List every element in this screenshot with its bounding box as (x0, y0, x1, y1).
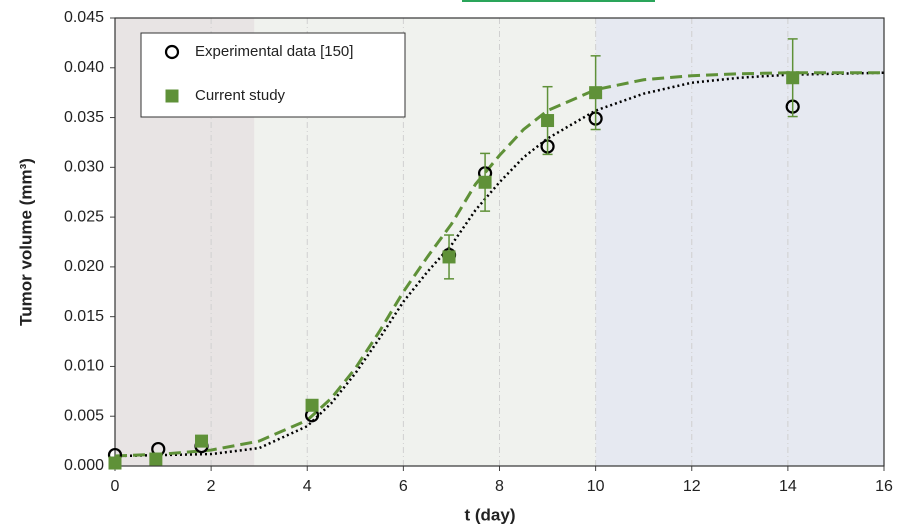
y-tick-label: 0.030 (64, 159, 104, 176)
x-axis-label: t (day) (465, 505, 516, 524)
y-tick-label: 0.020 (64, 258, 104, 275)
y-tick-label: 0.005 (64, 407, 104, 424)
model-curve (114, 71, 885, 458)
model-curve (114, 71, 884, 458)
data-point (786, 71, 800, 85)
x-tick-label: 4 (303, 478, 312, 495)
data-point (478, 175, 492, 189)
x-tick-label: 16 (875, 478, 893, 495)
legend-label: Current study (195, 87, 286, 104)
y-tick-label: 0.025 (64, 208, 104, 225)
data-point (442, 250, 456, 264)
y-tick-label: 0.015 (64, 308, 104, 325)
legend-marker (165, 89, 179, 103)
data-point (108, 456, 122, 470)
data-point (541, 114, 555, 128)
plot-frame (114, 17, 885, 467)
shaded-region (595, 18, 884, 466)
legend-box (140, 32, 406, 118)
x-tick-label: 0 (111, 478, 120, 495)
data-point (305, 398, 319, 412)
data-point (149, 452, 163, 466)
legend-label: Experimental data [150] (195, 43, 353, 60)
y-axis-label: Tumor volume (mm³) (16, 158, 35, 326)
y-tick-label: 0.010 (64, 358, 104, 375)
x-tick-label: 6 (399, 478, 408, 495)
x-tick-label: 2 (207, 478, 216, 495)
y-tick-label: 0.035 (64, 109, 104, 126)
legend-marker (164, 44, 180, 60)
data-point (589, 86, 603, 100)
x-tick-label: 14 (779, 478, 797, 495)
y-tick-label: 0.045 (64, 9, 104, 26)
x-tick-label: 10 (587, 478, 605, 495)
y-tick-label: 0.040 (64, 59, 104, 76)
data-point (195, 434, 209, 448)
x-tick-label: 12 (683, 478, 701, 495)
x-tick-label: 8 (495, 478, 504, 495)
y-tick-label: 0.000 (64, 457, 104, 474)
